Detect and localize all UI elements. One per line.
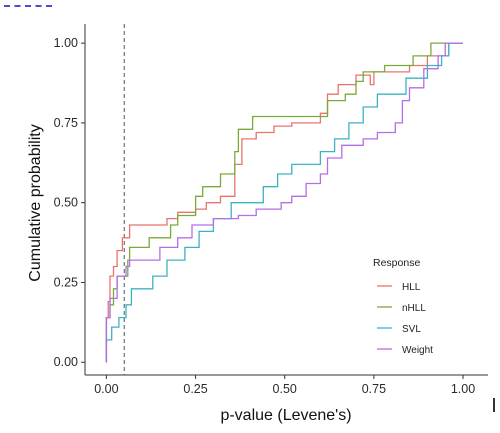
y-tick-label: 0.00 <box>54 355 78 369</box>
y-tick-label: 1.00 <box>54 36 78 50</box>
top-dashed-mark <box>4 5 52 7</box>
y-tick-label: 0.25 <box>54 275 78 289</box>
y-tick-label: 0.50 <box>54 196 78 210</box>
x-tick-label: 0.75 <box>362 382 386 396</box>
series-hll-line <box>105 42 463 363</box>
x-axis-title: p-value (Levene's) <box>220 407 351 424</box>
x-tick-label: 0.50 <box>273 382 297 396</box>
legend-label-hll: HLL <box>402 282 421 293</box>
corner-mark <box>493 398 495 412</box>
legend-label-weight: Weight <box>402 345 433 356</box>
x-tick-label: 0.25 <box>183 382 207 396</box>
legend: Response HLL nHLL SVL Weight <box>373 257 433 356</box>
y-tick-label: 0.75 <box>54 116 78 130</box>
legend-label-svl: SVL <box>402 324 421 335</box>
plot-area <box>105 24 463 375</box>
x-tick-label: 1.00 <box>451 382 475 396</box>
y-axis-title: Cumulative probability <box>27 124 44 281</box>
series-weight-line <box>105 42 463 363</box>
y-axis-ticks: 0.00 0.25 0.50 0.75 1.00 <box>54 36 85 369</box>
x-axis-ticks: 0.00 0.25 0.50 0.75 1.00 <box>94 375 475 396</box>
x-tick-label: 0.00 <box>94 382 118 396</box>
legend-label-nhll: nHLL <box>402 303 426 314</box>
legend-title: Response <box>373 257 420 269</box>
series-svl-line <box>105 42 463 363</box>
